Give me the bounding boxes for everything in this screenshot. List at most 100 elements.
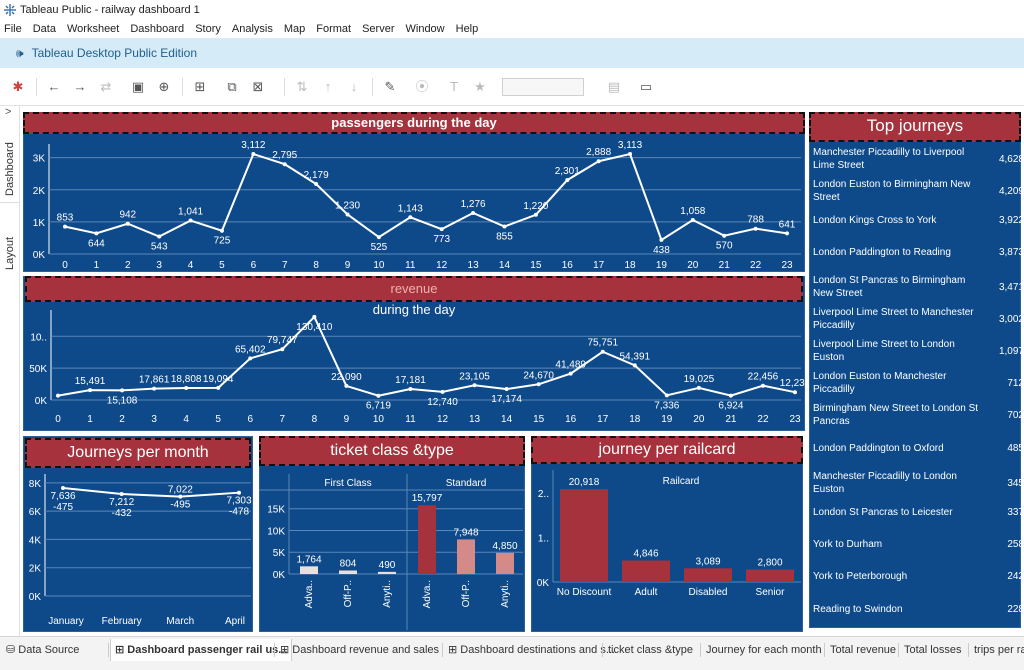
journey-name: Birmingham New Street to London St Pancr…	[813, 403, 979, 427]
sheet-tab[interactable]: Total losses	[900, 639, 965, 661]
menu-analysis[interactable]: Analysis	[231, 23, 273, 35]
journey-count: 4,209	[998, 186, 1024, 197]
difference-label: -432	[112, 508, 132, 519]
tableau-home-icon[interactable]: ✱	[12, 79, 24, 94]
clear-sheet-icon[interactable]: ⊠	[252, 79, 264, 94]
data-point	[152, 386, 157, 391]
data-point	[216, 385, 221, 390]
undo-icon[interactable]: ←	[47, 79, 61, 94]
menu-story[interactable]: Story	[195, 23, 221, 35]
x-tick-label: 8	[313, 260, 319, 271]
menu-format[interactable]: Format	[316, 23, 352, 35]
x-tick-label: 5	[215, 414, 221, 425]
duplicate-icon[interactable]: ⧉	[227, 79, 237, 94]
data-label: 788	[747, 215, 764, 226]
sheet-tab[interactable]: ⊞ Dashboard revenue and sales	[276, 639, 443, 661]
journey-count: 3,873	[998, 247, 1024, 258]
data-label: 1,276	[461, 199, 486, 210]
data-point	[793, 390, 797, 395]
sheet-tab-label: ticket class &type	[608, 644, 693, 656]
fit-dropdown[interactable]	[502, 78, 584, 96]
bar	[457, 539, 475, 574]
replace-data-icon[interactable]: ⇄	[100, 79, 112, 94]
redo-icon[interactable]: →	[73, 79, 87, 94]
sheet-tab[interactable]: ⛁ Data Source	[2, 639, 83, 661]
bar	[378, 571, 396, 574]
data-label: 1,143	[398, 203, 423, 214]
journey-count: 258	[1007, 539, 1024, 550]
journey-name: York to Peterborough	[813, 571, 908, 582]
x-tick-label: 13	[469, 414, 481, 425]
x-tick-label: Anyti..	[382, 580, 393, 608]
ticket-class-panel	[259, 436, 525, 632]
journey-count: 345	[1007, 478, 1024, 489]
top-journeys-list: Manchester Piccadilly to Liverpool Lime …	[809, 146, 1024, 626]
journeys-month-chart: 0K 2K 4K 6K 8K 7,636-475 January 7,212-432 Febru…	[29, 474, 252, 627]
menu-worksheet[interactable]: Worksheet	[66, 23, 120, 35]
data-label: 7,336	[654, 400, 679, 411]
y-tick-label: 2K	[29, 564, 42, 575]
journeys-month-panel	[23, 436, 253, 632]
toolbar: ✱ ← → ⇄ ▣ ⊕ ⊞ ⧉ ⊠ ⇅ ↑ ↓ ✎ ⦿ T ★ ▤ ▭	[0, 68, 1024, 106]
journey-count: 4,628	[998, 154, 1024, 165]
x-tick-label: January	[48, 616, 84, 627]
data-label: 6,719	[366, 401, 391, 412]
x-tick-label: 8	[312, 414, 318, 425]
menu-map[interactable]: Map	[283, 23, 306, 35]
sheet-tab[interactable]: ticket class &type	[604, 639, 697, 661]
x-tick-label: 2	[125, 260, 131, 271]
layout-pane-tab[interactable]: Layout	[4, 236, 16, 270]
window-title: Tableau Public - railway dashboard 1	[20, 4, 200, 16]
series-line	[62, 486, 240, 498]
data-label: 12,239	[780, 378, 805, 389]
journey-name: London St Pancras to Leicester	[813, 507, 953, 518]
journey-name: London Paddington to Reading	[813, 247, 951, 258]
sort-descending-icon[interactable]: ↓	[350, 79, 358, 94]
expand-icon[interactable]: >	[5, 106, 12, 118]
new-worksheet-icon[interactable]: ⊞	[194, 79, 206, 94]
sheet-tab[interactable]: ⊞ Dashboard destinations and s...	[444, 639, 619, 661]
presentation-icon[interactable]: ▭	[639, 79, 653, 94]
data-point	[471, 211, 476, 216]
label-icon[interactable]: T	[450, 79, 458, 94]
data-point	[696, 385, 701, 390]
sheet-tab[interactable]: Journey for each month	[702, 639, 826, 661]
sheet-tab-label: Dashboard revenue and sales	[292, 644, 440, 656]
dashboard-pane-tab[interactable]: Dashboard	[4, 142, 16, 196]
sheet-tab[interactable]: Total revenue	[826, 639, 900, 661]
new-datasource-icon[interactable]: ⊕	[158, 79, 170, 94]
sheet-tab[interactable]: trips per ra	[970, 639, 1024, 661]
menu-window[interactable]: Window	[405, 23, 445, 35]
journey-count: 712	[1007, 378, 1024, 389]
x-tick-label: Adult	[635, 587, 658, 598]
difference-label: -475	[53, 502, 73, 513]
pin-icon[interactable]: ★	[474, 79, 486, 94]
swap-icon[interactable]: ⇅	[296, 79, 308, 94]
data-point	[251, 152, 256, 157]
sort-ascending-icon[interactable]: ↑	[324, 79, 332, 94]
menu-file[interactable]: File	[4, 23, 22, 35]
save-icon[interactable]: ▣	[131, 79, 145, 94]
data-label: 19,025	[684, 374, 715, 385]
x-tick-label: 7	[282, 260, 288, 271]
menu-help[interactable]: Help	[455, 23, 479, 35]
journey-count: 3,002	[998, 314, 1024, 325]
menu-server[interactable]: Server	[362, 23, 395, 35]
sheet-tab[interactable]: ⊞ Dashboard passenger rail us...	[110, 639, 293, 661]
data-point	[248, 356, 253, 361]
menu-data[interactable]: Data	[32, 23, 56, 35]
x-tick-label: 12	[437, 414, 449, 425]
highlight-icon[interactable]: ✎	[384, 79, 396, 94]
megaphone-icon: 🕪	[16, 45, 24, 60]
data-label: 853	[57, 213, 74, 224]
data-point	[785, 231, 789, 236]
x-tick-label: 0	[55, 414, 61, 425]
show-cards-icon[interactable]: ▤	[607, 79, 621, 94]
x-tick-label: 15	[530, 260, 542, 271]
menu-dashboard[interactable]: Dashboard	[130, 23, 185, 35]
data-label: 2,888	[586, 147, 611, 158]
x-tick-label: 23	[789, 414, 801, 425]
data-point	[184, 386, 189, 391]
group-icon[interactable]: ⦿	[415, 79, 429, 94]
data-label: 23,105	[459, 371, 490, 382]
